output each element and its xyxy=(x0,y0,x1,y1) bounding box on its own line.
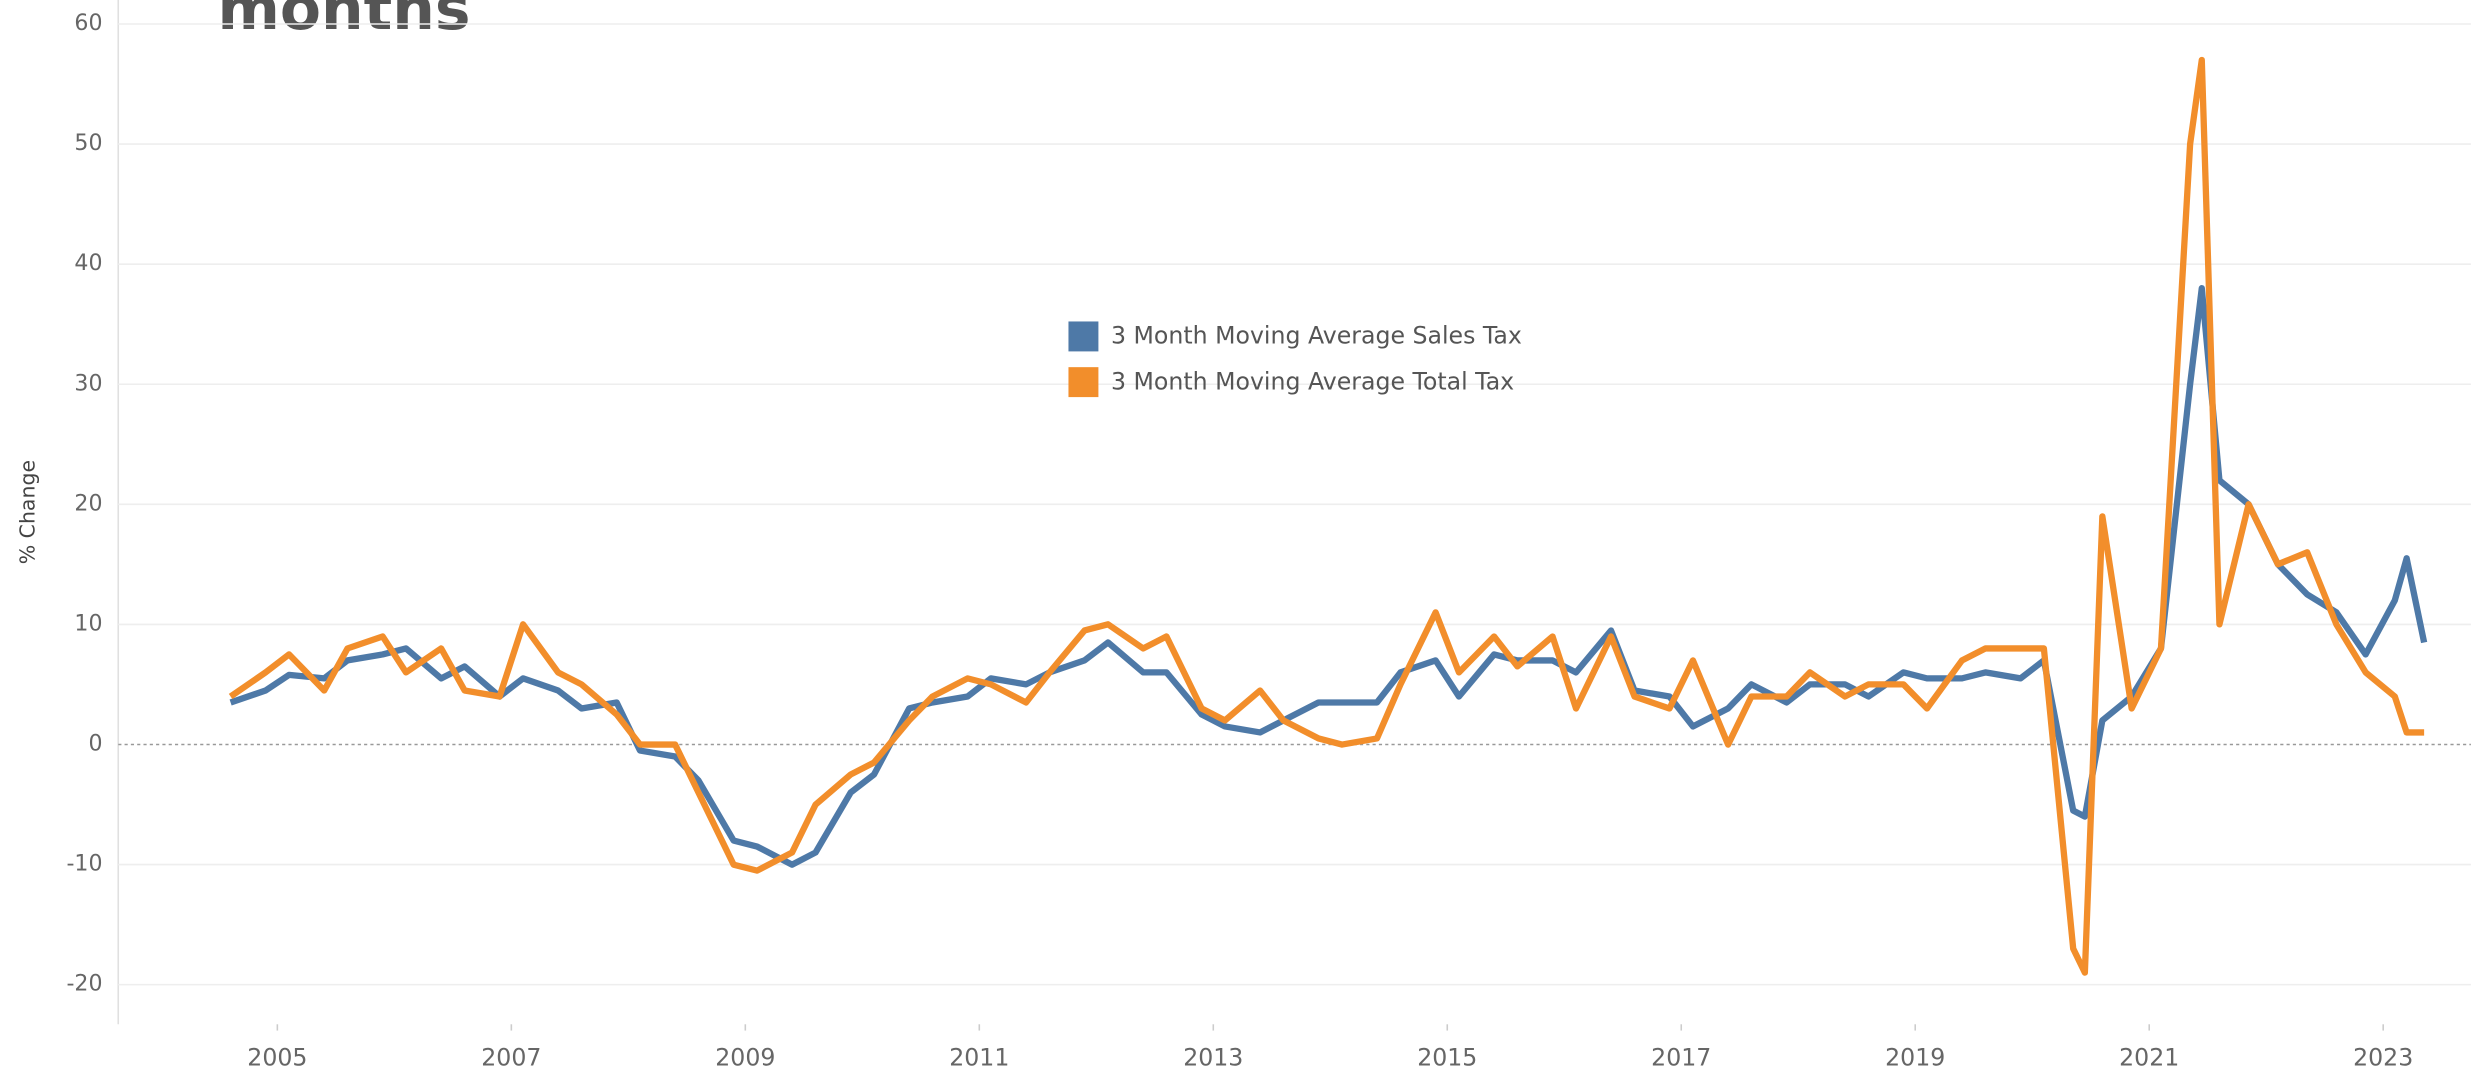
x-tick-label: 2007 xyxy=(481,1043,541,1071)
x-tick-label: 2009 xyxy=(715,1043,775,1071)
x-tick-label: 2021 xyxy=(2119,1043,2179,1071)
x-tick-label: 2023 xyxy=(2353,1043,2413,1071)
y-tick-label: 0 xyxy=(88,731,102,756)
series-line xyxy=(229,285,2428,868)
y-tick-label: -20 xyxy=(66,972,102,997)
y-tick-label: 10 xyxy=(74,611,102,636)
y-tick-label: 30 xyxy=(74,371,102,396)
x-tick-label: 2013 xyxy=(1183,1043,1243,1071)
y-tick-label: 40 xyxy=(74,251,102,276)
legend-swatch xyxy=(1068,367,1099,398)
y-tick-label: 50 xyxy=(74,131,102,156)
y-tick-label: 20 xyxy=(74,491,102,516)
series-line xyxy=(228,56,2425,976)
x-tick-label: 2005 xyxy=(247,1043,307,1071)
x-tick-label: 2011 xyxy=(949,1043,1009,1071)
legend-label: 3 Month Moving Average Sales Tax xyxy=(1111,322,1522,350)
x-tick-label: 2015 xyxy=(1417,1043,1477,1071)
x-tick-label: 2017 xyxy=(1651,1043,1711,1071)
y-tick-label: 60 xyxy=(74,11,102,36)
y-tick-label: -10 xyxy=(66,852,102,877)
legend-swatch xyxy=(1068,321,1099,352)
y-axis-label: % Change xyxy=(15,460,39,564)
legend-label: 3 Month Moving Average Total Tax xyxy=(1111,367,1514,395)
x-tick-label: 2019 xyxy=(1885,1043,1945,1071)
chart-title: months xyxy=(218,0,471,44)
